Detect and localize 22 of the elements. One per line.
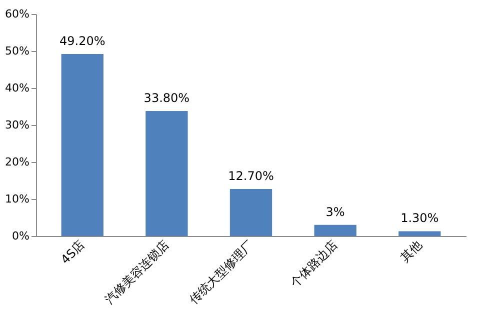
y-tick-label: 50% [5, 44, 30, 58]
data-label: 12.70% [228, 169, 274, 184]
x-tick-label: 传统大型修理厂 [186, 238, 256, 307]
y-tick-label: 20% [5, 156, 30, 168]
y-tick-label: 10% [5, 192, 30, 206]
x-tick-label: 个体路边店 [288, 238, 340, 290]
x-tick-label: 其他 [398, 238, 425, 264]
bar [230, 189, 272, 236]
bar [146, 110, 188, 236]
y-tick-label: 0% [12, 230, 30, 242]
bar [314, 224, 356, 236]
y-tick-label: 30% [5, 118, 30, 132]
x-tick-label: 汽修美容连锁店 [102, 238, 172, 307]
data-label: 49.20% [59, 34, 106, 48]
x-tick-label: 4S店 [58, 238, 88, 267]
bar [61, 54, 104, 236]
y-tick-label: 60% [5, 8, 30, 20]
y-tick-label: 40% [5, 82, 30, 94]
data-label: 33.80% [144, 90, 190, 105]
bar [398, 231, 441, 236]
data-label: 1.30% [400, 211, 439, 226]
data-label: 3% [326, 204, 345, 219]
